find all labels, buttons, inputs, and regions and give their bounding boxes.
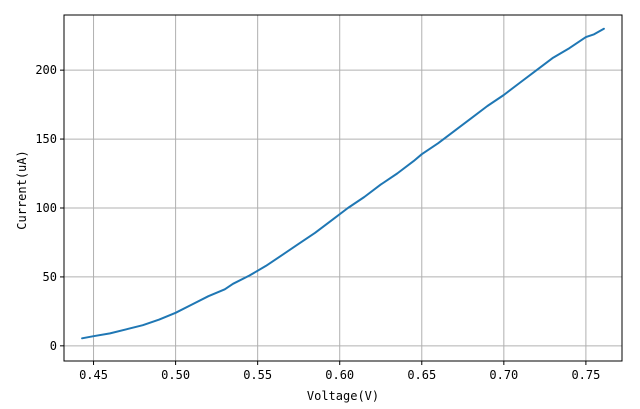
x-tick-label: 0.75 [571, 368, 600, 382]
series-layer [81, 27, 605, 340]
x-tick-label: 0.55 [243, 368, 272, 382]
y-tick-label: 100 [35, 201, 57, 215]
x-tick-label: 0.50 [161, 368, 190, 382]
y-axis-label: Current(uA) [15, 150, 29, 229]
x-tick-label: 0.65 [407, 368, 436, 382]
x-tick-label: 0.45 [79, 368, 108, 382]
y-tick-label: 150 [35, 132, 57, 146]
x-axis-label: Voltage(V) [307, 389, 379, 403]
x-tick-label: 0.70 [489, 368, 518, 382]
series-line [81, 27, 605, 340]
y-tick-label: 50 [43, 270, 57, 284]
x-tick-label: 0.60 [325, 368, 354, 382]
x-axis-ticks: 0.45 0.50 0.55 0.60 0.65 0.70 0.75 [79, 361, 600, 382]
plot-frame [63, 14, 623, 362]
y-tick-label: 200 [35, 63, 57, 77]
y-axis-ticks: 0 50 100 150 200 [35, 63, 64, 353]
grid [64, 15, 622, 361]
y-tick-label: 0 [50, 339, 57, 353]
